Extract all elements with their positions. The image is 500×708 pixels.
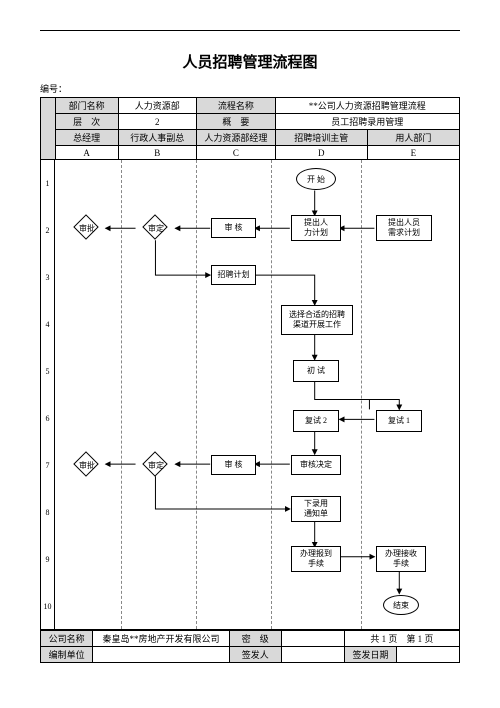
lane-C-role: 人力资源部经理 — [197, 130, 276, 146]
flowchart-area: 1 2 3 4 5 6 7 8 9 10 — [40, 160, 460, 630]
hdr-sum-val: 员工招聘录用管理 — [275, 114, 459, 130]
lane-E: E — [367, 146, 459, 160]
lane-C: C — [197, 146, 276, 160]
row-6: 6 — [41, 395, 55, 442]
node-propose-plan: 提出人 力计划 — [291, 215, 341, 241]
footer-table: 公司名称 秦皇岛**房地产开发有限公司 密 级 共 1 页 第 1 页 编制单位… — [40, 630, 460, 663]
row-1: 1 — [41, 160, 55, 207]
node-start: 开 始 — [296, 168, 336, 190]
page-title: 人员招聘管理流程图 — [40, 51, 460, 72]
serial-label: 编号： — [40, 82, 460, 95]
lane-D-role: 招聘培训主管 — [275, 130, 367, 146]
node-decide1: 审定 — [136, 223, 176, 234]
node-review2: 审 核 — [211, 455, 256, 475]
lane-B: B — [118, 146, 197, 160]
hdr-flow-val: **公司人力资源招聘管理流程 — [275, 98, 459, 114]
row-9: 9 — [41, 536, 55, 583]
lane-A-role: 总经理 — [55, 130, 118, 146]
ftr-company-val: 秦皇岛**房地产开发有限公司 — [93, 631, 229, 647]
lane-D: D — [275, 146, 367, 160]
ftr-date-val — [397, 647, 460, 663]
lane-A: A — [55, 146, 118, 160]
lane-divider — [271, 160, 272, 629]
ftr-signer-val — [281, 647, 344, 663]
lane-E-role: 用人部门 — [367, 130, 459, 146]
ftr-company-lbl: 公司名称 — [41, 631, 93, 647]
node-reint1: 复试 1 — [376, 410, 422, 432]
hdr-dept-val: 人力资源部 — [118, 98, 197, 114]
node-receive: 办理接收 手续 — [376, 546, 426, 572]
node-review1: 审 核 — [211, 218, 256, 238]
node-end: 结束 — [383, 595, 419, 615]
row-4: 4 — [41, 301, 55, 348]
hdr-flow-lbl: 流程名称 — [197, 98, 276, 114]
row-2: 2 — [41, 207, 55, 254]
node-decide2: 审定 — [136, 460, 176, 471]
top-rule — [40, 30, 460, 31]
ftr-secret-val — [281, 631, 344, 647]
node-recruit-plan: 招聘计划 — [211, 265, 256, 285]
node-review-dec: 审核决定 — [291, 455, 341, 475]
hdr-sum-lbl: 概 要 — [197, 114, 276, 130]
node-approve2: 审批 — [67, 460, 107, 471]
hdr-level-lbl: 层 次 — [55, 114, 118, 130]
ftr-signer-lbl: 签发人 — [229, 647, 281, 663]
node-reint2: 复试 2 — [293, 410, 339, 432]
node-offer: 下录用 通知单 — [291, 496, 341, 522]
lane-B-role: 行政人事副总 — [118, 130, 197, 146]
lane-divider — [196, 160, 197, 629]
hdr-dept-lbl: 部门名称 — [55, 98, 118, 114]
header-table: 部门名称 人力资源部 流程名称 **公司人力资源招聘管理流程 层 次 2 概 要… — [40, 97, 460, 160]
node-checkin: 办理报到 手续 — [291, 546, 341, 572]
ftr-unit-lbl: 编制单位 — [41, 647, 93, 663]
row-8: 8 — [41, 489, 55, 536]
row-7: 7 — [41, 442, 55, 489]
lane-divider — [361, 160, 362, 629]
node-propose-req: 提出人员 需求计划 — [376, 215, 432, 241]
ftr-secret-lbl: 密 级 — [229, 631, 281, 647]
node-channel: 选择合适的招聘 渠道开展工作 — [281, 305, 353, 335]
hdr-level-val: 2 — [118, 114, 197, 130]
row-3: 3 — [41, 254, 55, 301]
lane-divider — [121, 160, 122, 629]
ftr-date-lbl: 签发日期 — [344, 647, 396, 663]
ftr-page: 共 1 页 第 1 页 — [344, 631, 459, 647]
ftr-unit-val — [93, 647, 229, 663]
row-10: 10 — [41, 583, 55, 630]
row-5: 5 — [41, 348, 55, 395]
node-first-int: 初 试 — [293, 360, 339, 382]
node-approve1: 审批 — [67, 223, 107, 234]
